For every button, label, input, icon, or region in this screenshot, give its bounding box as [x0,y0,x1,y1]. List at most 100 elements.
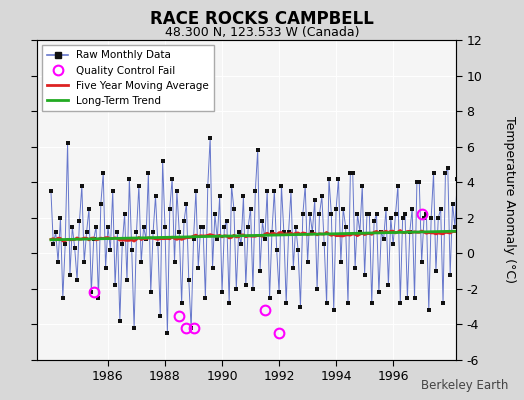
Point [403,294,411,301]
Text: Berkeley Earth: Berkeley Earth [421,379,508,392]
Point [206,134,214,141]
Point [230,206,238,212]
Point [453,176,462,182]
Point [82,229,91,235]
Point [66,272,74,278]
Point [59,294,67,301]
Point [415,179,423,186]
Point [336,259,345,266]
Point [178,300,186,306]
Point [344,300,352,306]
Point [71,245,79,251]
Point [132,229,140,235]
Point [90,236,98,242]
Point [303,259,312,266]
Point [175,229,183,235]
Point [451,224,459,230]
Point [106,246,115,253]
Point [135,182,143,189]
Point [308,229,316,235]
Point [306,211,314,218]
Point [408,206,417,212]
Point [427,214,435,221]
Point [270,188,279,194]
Point [225,300,233,306]
Point [211,211,219,218]
Point [142,236,150,242]
Point [470,294,478,301]
Point [394,182,402,189]
Point [265,294,274,301]
Point [242,282,250,288]
Point [116,318,124,324]
Point [458,206,466,212]
Point [92,224,100,230]
Point [161,224,169,230]
Point [260,236,269,242]
Point [272,246,281,253]
Point [68,224,77,230]
Point [80,259,89,266]
Point [351,264,359,271]
Point [332,206,340,212]
Point [154,241,162,248]
Point [434,214,442,221]
Point [268,229,276,235]
Point [184,277,193,283]
Point [246,206,255,212]
Point [232,286,241,292]
Point [170,259,179,266]
Point [384,282,392,288]
Point [234,229,243,235]
Point [391,211,400,218]
Point [365,211,374,218]
Legend: Raw Monthly Data, Quality Control Fail, Five Year Moving Average, Long-Term Tren: Raw Monthly Data, Quality Control Fail, … [42,45,214,111]
Point [118,241,126,248]
Point [418,259,426,266]
Point [291,224,300,230]
Point [375,289,383,296]
Point [465,188,473,194]
Point [475,232,483,239]
Point [94,294,103,301]
Point [213,236,222,242]
Point [396,300,405,306]
Point [163,330,171,336]
Point [446,272,454,278]
Point [424,307,433,314]
Point [275,289,283,296]
Point [342,224,350,230]
Point [85,206,93,212]
Point [353,211,362,218]
Point [223,218,231,224]
Point [406,229,414,235]
Point [315,211,324,218]
Point [218,289,226,296]
Point [277,182,286,189]
Point [54,259,62,266]
Point [166,206,174,212]
Point [220,224,228,230]
Point [361,272,369,278]
Point [147,289,155,296]
Point [334,176,343,182]
Point [389,241,397,248]
Point [301,182,309,189]
Point [289,264,298,271]
Point [327,211,335,218]
Point [467,211,476,218]
Point [444,165,452,171]
Point [320,241,329,248]
Point [363,211,371,218]
Point [47,188,55,194]
Point [398,214,407,221]
Point [439,300,447,306]
Point [463,294,471,301]
Point [87,289,95,296]
Point [429,170,438,176]
Point [56,214,64,221]
Point [96,200,105,207]
Point [280,229,288,235]
Text: 48.300 N, 123.533 W (Canada): 48.300 N, 123.533 W (Canada) [165,26,359,39]
Point [201,294,210,301]
